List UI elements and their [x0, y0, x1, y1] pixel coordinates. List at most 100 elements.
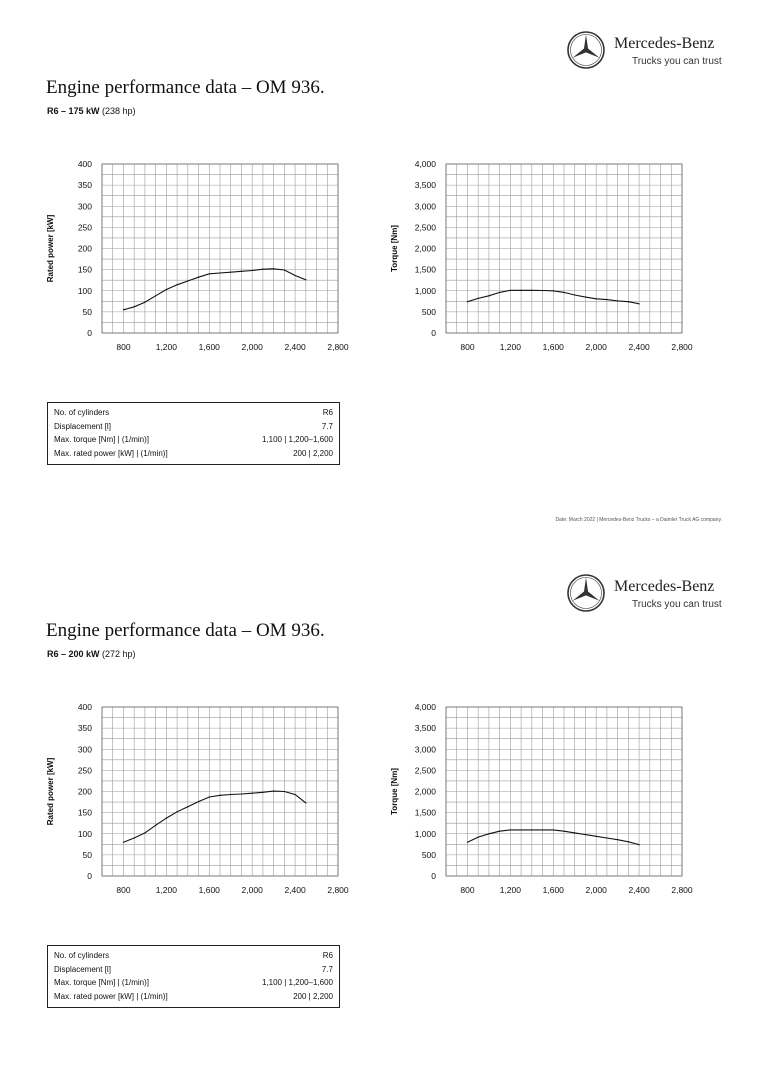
x-tick-label: 800 [116, 342, 130, 352]
rated-power-chart-svg: 0 50 100 150 200 250 300 350 400 800 1,200 1,600 2,0… [46, 702, 349, 895]
data-point [283, 790, 285, 793]
x-tick-label: 2,800 [327, 342, 349, 352]
rated-power-chart: 0 50 100 150 200 250 300 350 400 800 1,200 1,600 2,0… [40, 698, 350, 903]
spec-label: Displacement [l] [54, 964, 111, 974]
data-point [509, 829, 511, 831]
data-point [638, 303, 640, 305]
data-point [305, 279, 307, 281]
data-point [638, 844, 640, 846]
data-point [122, 841, 125, 843]
data-point [595, 298, 597, 300]
engine-variant-hp: (272 hp) [99, 649, 136, 659]
spec-row-power: Max. rated power [kW] | (1/min)] 200 | 2… [54, 990, 333, 1004]
spec-label: Displacement [l] [54, 421, 111, 431]
spec-row-torque: Max. torque [Nm] | (1/min)] 1,100 | 1,20… [54, 433, 333, 447]
spec-label: Max. torque [Nm] | (1/min)] [54, 435, 149, 444]
x-tick-label: 1,200 [500, 885, 522, 895]
plot-frame [445, 706, 683, 877]
y-tick-label: 0 [431, 328, 436, 338]
plot-frame [101, 163, 339, 334]
spec-value: 200 | 2,200 [293, 991, 333, 1001]
data-point [499, 830, 501, 832]
data-point [627, 841, 629, 843]
spec-value: R6 [322, 408, 333, 417]
data-point [466, 841, 469, 843]
engine-spec-table: No. of cylinders R6 Displacement [l] 7.7… [47, 945, 340, 1008]
data-point [499, 291, 501, 294]
y-tick-label: 2,500 [415, 222, 437, 232]
data-point [305, 802, 307, 804]
page-title: Engine performance data – OM 936. [46, 77, 325, 98]
x-tick-label: 1,600 [199, 342, 221, 352]
x-tick-label: 1,200 [500, 342, 522, 352]
series-line [123, 268, 307, 311]
spec-value: 7.7 [321, 964, 333, 974]
engine-spec-table: No. of cylinders R6 Displacement [l] 7.7… [47, 402, 340, 465]
data-point [595, 835, 597, 837]
data-point [584, 296, 587, 298]
data-point [488, 833, 490, 835]
spec-row-displacement: Displacement [l] 7.7 [54, 963, 333, 977]
x-tick-label: 1,200 [156, 885, 178, 895]
data-point [251, 792, 253, 794]
data-point [165, 288, 167, 291]
data-point [488, 295, 490, 297]
data-point [187, 806, 189, 808]
x-tick-label: 2,400 [284, 342, 306, 352]
grid [101, 163, 339, 334]
x-tick-label: 800 [460, 342, 474, 352]
data-point [574, 832, 576, 834]
data-point [294, 274, 296, 277]
data-point [273, 790, 275, 792]
grid [101, 706, 339, 877]
data-point [197, 276, 200, 278]
engine-variant-hp: (238 hp) [99, 106, 136, 116]
data-point [219, 272, 221, 274]
y-tick-label: 2,000 [415, 244, 437, 254]
torque-chart: 0 500 1,000 1,500 2,000 2,500 3,000 3,500 4,000 8… [384, 155, 694, 360]
y-tick-label: 150 [78, 265, 92, 275]
rated-power-chart: 0 50 100 150 200 250 300 350 400 800 1,200 1,600 2,0… [40, 155, 350, 360]
x-tick-label: 1,600 [543, 885, 565, 895]
y-axis-label: Rated power [kW] [46, 214, 55, 282]
y-tick-label: 400 [78, 702, 92, 712]
spec-value: 7.7 [321, 421, 333, 431]
data-point [552, 829, 554, 831]
data-point [230, 271, 232, 273]
data-point [176, 811, 178, 813]
grid [445, 163, 683, 334]
data-point [606, 299, 608, 301]
spec-row-cylinders: No. of cylinders R6 [54, 949, 333, 963]
data-point [477, 836, 479, 838]
y-tick-label: 2,500 [415, 765, 437, 775]
brand-slogan: Trucks you can trust [632, 599, 722, 610]
grid [445, 706, 683, 877]
spec-value: 200 | 2,200 [293, 448, 333, 458]
y-tick-label: 3,500 [415, 180, 437, 190]
x-tick-label: 2,000 [242, 885, 264, 895]
torque-chart-svg: 0 500 1,000 1,500 2,000 2,500 3,000 3,500 4,000 8… [390, 702, 693, 895]
page-footnote: Date: March 2022 | Mercedes-Benz Trucks … [555, 517, 722, 523]
data-point [197, 801, 200, 803]
data-point [563, 830, 565, 832]
y-tick-label: 500 [422, 850, 436, 860]
data-point [520, 289, 522, 291]
x-tick-label: 1,600 [199, 885, 221, 895]
data-point [509, 289, 511, 291]
engine-variant-power: R6 – 200 kW [47, 649, 100, 659]
y-tick-label: 200 [78, 787, 92, 797]
x-tick-label: 2,800 [327, 885, 349, 895]
spec-label: No. of cylinders [54, 408, 110, 417]
data-point [208, 273, 210, 275]
data-point [155, 824, 157, 826]
x-tick-label: 2,000 [586, 885, 608, 895]
rated-power-chart-svg: 0 50 100 150 200 250 300 350 400 800 1,200 1,600 2,0… [46, 159, 349, 352]
data-point [262, 268, 264, 270]
torque-chart: 0 500 1,000 1,500 2,000 2,500 3,000 3,500 4,000 8… [384, 698, 694, 903]
data-point [240, 793, 243, 795]
y-tick-label: 400 [78, 159, 92, 169]
spec-value: 1,100 | 1,200–1,600 [261, 435, 333, 444]
y-tick-label: 3,000 [415, 744, 437, 754]
y-tick-label: 300 [78, 201, 92, 211]
data-point [273, 268, 275, 270]
